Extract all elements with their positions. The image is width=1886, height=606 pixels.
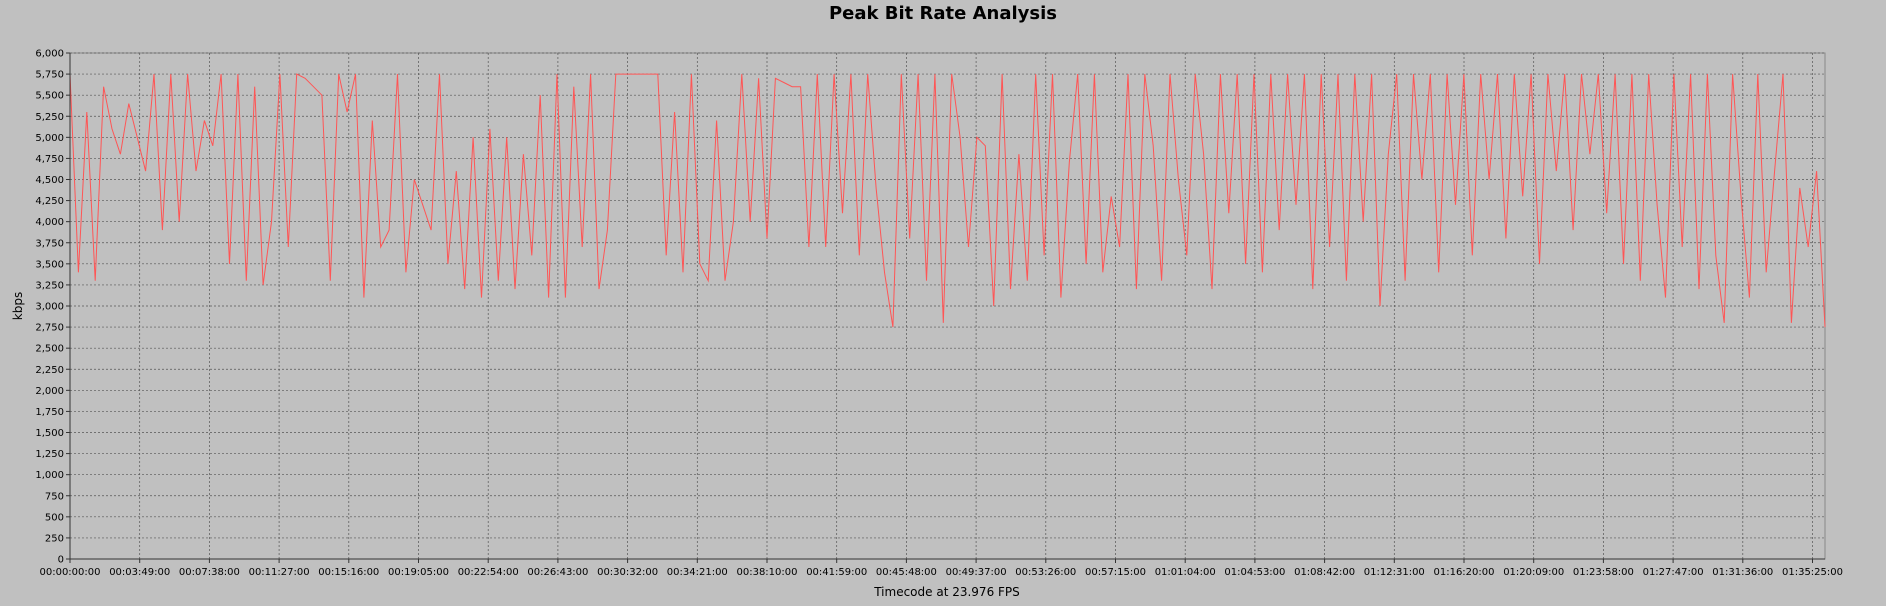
- x-tick-label: 00:19:05:00: [388, 567, 449, 578]
- x-tick-label: 01:08:42:00: [1294, 567, 1355, 578]
- x-tick-label: 00:07:38:00: [179, 567, 240, 578]
- x-tick-label: 00:22:54:00: [458, 567, 519, 578]
- y-axis-label: kbps: [11, 292, 25, 320]
- y-tick-label: 4,500: [35, 175, 64, 186]
- x-tick-label: 00:41:59:00: [806, 567, 867, 578]
- y-tick-label: 5,750: [35, 70, 64, 81]
- y-tick-label: 4,250: [35, 196, 64, 207]
- x-tick-label: 01:12:31:00: [1364, 567, 1425, 578]
- y-tick-label: 2,000: [35, 386, 64, 397]
- x-tick-label: 01:23:58:00: [1573, 567, 1634, 578]
- x-tick-label: 01:27:47:00: [1643, 567, 1704, 578]
- y-axis-ticks: 0 250 500 750 1,000 1,250 1,500 1,750 2,000 2,250…: [35, 49, 70, 566]
- y-tick-label: 5,250: [35, 112, 64, 123]
- y-tick-label: 1,000: [35, 470, 64, 481]
- x-axis-label: Timecode at 23.976 FPS: [873, 585, 1020, 599]
- y-tick-label: 5,000: [35, 133, 64, 144]
- x-axis-ticks: 00:00:00:00 00:03:49:00 00:07:38:00 00:11:2…: [39, 559, 1843, 578]
- x-tick-label: 01:16:20:00: [1433, 567, 1494, 578]
- x-tick-label: 01:35:25:00: [1782, 567, 1843, 578]
- y-tick-label: 2,250: [35, 365, 64, 376]
- x-tick-label: 00:00:00:00: [39, 567, 100, 578]
- y-tick-label: 6,000: [35, 49, 64, 60]
- bitrate-series-line: [69, 73, 1826, 328]
- x-tick-label: 00:34:21:00: [667, 567, 728, 578]
- x-tick-label: 00:03:49:00: [109, 567, 170, 578]
- x-tick-label: 00:30:32:00: [597, 567, 658, 578]
- x-tick-label: 00:57:15:00: [1085, 567, 1146, 578]
- y-tick-label: 1,750: [35, 407, 64, 418]
- y-tick-label: 1,250: [35, 449, 64, 460]
- x-tick-label: 01:31:36:00: [1712, 567, 1773, 578]
- y-tick-label: 250: [45, 533, 64, 544]
- chart-title: Peak Bit Rate Analysis: [829, 3, 1057, 24]
- x-tick-label: 00:11:27:00: [249, 567, 310, 578]
- y-tick-label: 0: [58, 555, 64, 566]
- x-tick-label: 01:20:09:00: [1503, 567, 1564, 578]
- y-tick-label: 3,750: [35, 238, 64, 249]
- y-tick-label: 2,750: [35, 323, 64, 334]
- y-tick-label: 4,750: [35, 154, 64, 165]
- y-tick-label: 1,500: [35, 428, 64, 439]
- y-tick-label: 500: [45, 512, 64, 523]
- x-tick-label: 01:01:04:00: [1155, 567, 1216, 578]
- y-tick-label: 2,500: [35, 344, 64, 355]
- y-tick-label: 4,000: [35, 217, 64, 228]
- y-tick-label: 750: [45, 491, 64, 502]
- x-tick-label: 00:38:10:00: [736, 567, 797, 578]
- x-tick-label: 00:45:48:00: [876, 567, 937, 578]
- y-tick-label: 5,500: [35, 91, 64, 102]
- x-tick-label: 00:26:43:00: [527, 567, 588, 578]
- x-tick-label: 00:49:37:00: [946, 567, 1007, 578]
- x-tick-label: 00:15:16:00: [318, 567, 379, 578]
- x-tick-label: 01:04:53:00: [1224, 567, 1285, 578]
- y-tick-label: 3,250: [35, 280, 64, 291]
- grid-lines: [70, 52, 1825, 559]
- x-tick-label: 00:53:26:00: [1015, 567, 1076, 578]
- y-tick-label: 3,500: [35, 259, 64, 270]
- y-tick-label: 3,000: [35, 302, 64, 313]
